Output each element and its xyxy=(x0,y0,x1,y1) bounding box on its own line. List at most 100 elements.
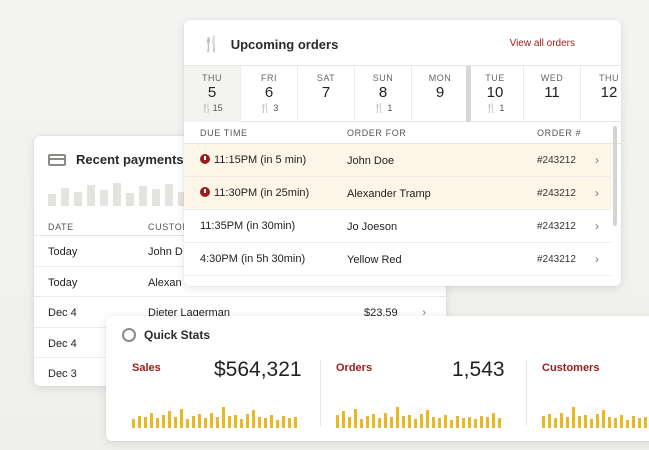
day-tue-10[interactable]: TUE 10 🍴 1 xyxy=(467,66,524,122)
orders-scrollbar[interactable] xyxy=(613,126,617,226)
stat-bar xyxy=(584,415,587,428)
day-date: 10 xyxy=(486,84,504,101)
order-row[interactable]: 4:30PM (in 5h 30min) Yellow Red #243212 … xyxy=(184,243,611,276)
stat-customers: Customers xyxy=(542,358,649,428)
sparkline-bar xyxy=(165,184,173,206)
column-customer: CUSTOM xyxy=(148,222,191,232)
stat-bar xyxy=(264,418,267,428)
order-row[interactable]: 11:15PM (in 5 min) John Doe #243212 › xyxy=(184,144,611,177)
stat-bar xyxy=(444,415,447,428)
stat-bar xyxy=(162,415,165,428)
stat-bar xyxy=(420,414,423,428)
day-thu-5[interactable]: THU 5 🍴15 xyxy=(184,66,241,122)
order-due-time: 11:15PM (in 5 min) xyxy=(200,154,306,166)
stat-bar xyxy=(150,413,153,428)
day-name: MON xyxy=(428,73,452,83)
day-thu-12[interactable]: THU 12 xyxy=(581,66,621,122)
fork-knife-icon: 🍴 xyxy=(201,103,213,113)
upcoming-orders-title: Upcoming orders xyxy=(230,36,339,52)
order-due-time: 11:35PM (in 30min) xyxy=(200,220,296,232)
week-separator xyxy=(466,66,471,122)
sparkline-bar xyxy=(87,185,95,206)
day-fri-6[interactable]: FRI 6 🍴 3 xyxy=(241,66,298,122)
view-all-orders-link[interactable]: View all orders xyxy=(509,38,575,49)
stat-divider xyxy=(320,360,321,426)
stat-bar xyxy=(294,417,297,428)
stat-bar xyxy=(174,417,177,428)
stat-bar xyxy=(348,417,351,428)
day-order-count: 🍴 3 xyxy=(259,103,279,113)
order-row[interactable]: 11:35PM (in 30min) Jo Joeson #243212 › xyxy=(184,210,611,243)
stat-bar xyxy=(572,407,575,428)
day-mon-9[interactable]: MON 9 xyxy=(412,66,469,122)
day-name: WED xyxy=(540,73,564,83)
stat-bar xyxy=(228,416,231,428)
stat-bar xyxy=(614,418,617,428)
payment-row[interactable]: Dec 3 xyxy=(34,358,446,386)
stat-bar xyxy=(192,416,195,428)
stat-bar xyxy=(498,418,501,428)
stat-bar xyxy=(276,420,279,428)
stat-bar xyxy=(378,418,381,428)
stat-bar xyxy=(462,418,465,428)
fork-knife-icon: 🍴 xyxy=(373,103,385,113)
order-number: #243212 xyxy=(537,155,576,166)
stat-bar xyxy=(408,415,411,428)
stat-bar xyxy=(342,411,345,428)
payment-date: Today xyxy=(48,246,78,258)
order-row[interactable]: 11:30PM (in 25min) Alexander Tramp #2432… xyxy=(184,177,611,210)
orders-column-headers: DUE TIME ORDER FOR ORDER # xyxy=(184,124,621,144)
chevron-right-icon: › xyxy=(422,307,426,319)
stat-bar xyxy=(198,414,201,428)
stat-divider xyxy=(526,360,527,426)
sparkline-bar xyxy=(152,189,160,206)
stat-bar xyxy=(602,410,605,428)
stat-label: Orders xyxy=(336,362,373,374)
day-date: 9 xyxy=(435,84,445,101)
order-customer: Yellow Red xyxy=(347,254,402,266)
day-date: 8 xyxy=(378,84,388,101)
alert-clock-icon xyxy=(200,187,210,197)
order-customer: John Doe xyxy=(347,155,395,167)
sparkline-bar xyxy=(74,192,82,206)
stat-bar xyxy=(620,415,623,428)
pulse-icon xyxy=(122,328,136,342)
stat-bar xyxy=(542,416,545,428)
stat-bar xyxy=(414,419,417,428)
quick-stats-title: Quick Stats xyxy=(144,328,211,342)
day-name: THU xyxy=(202,73,222,83)
stat-bar xyxy=(426,410,429,428)
stat-bar xyxy=(402,416,405,428)
recent-payments-header: Recent payments xyxy=(48,152,184,167)
stat-bar xyxy=(566,417,569,428)
day-sat-7[interactable]: SAT 7 xyxy=(298,66,355,122)
sparkline-bar xyxy=(48,194,56,206)
stat-bar xyxy=(168,411,171,428)
stat-bar xyxy=(474,419,477,428)
chevron-right-icon: › xyxy=(595,252,599,266)
credit-card-icon xyxy=(48,153,66,166)
day-order-count: 🍴 1 xyxy=(485,103,505,113)
order-customer: Alexander Tramp xyxy=(347,188,431,200)
stat-bar xyxy=(288,418,291,428)
day-date: 7 xyxy=(321,84,331,101)
stat-bar xyxy=(396,407,399,428)
recent-payments-title: Recent payments xyxy=(76,152,184,167)
day-sun-8[interactable]: SUN 8 🍴 1 xyxy=(355,66,412,122)
stat-bar xyxy=(204,418,207,428)
stat-sales: Sales $564,321 xyxy=(132,358,312,428)
day-wed-11[interactable]: WED 11 xyxy=(524,66,581,122)
stat-bar xyxy=(156,418,159,428)
stat-bar xyxy=(336,415,339,428)
stat-bar xyxy=(216,417,219,428)
stat-bar xyxy=(222,407,225,428)
stat-bar xyxy=(258,417,261,428)
day-order-count: 🍴 1 xyxy=(373,103,393,113)
stat-bar xyxy=(210,413,213,428)
stat-bar xyxy=(234,415,237,428)
stat-bar xyxy=(180,409,183,428)
stat-bar xyxy=(246,414,249,428)
payment-row[interactable]: Today Alexan xyxy=(34,267,446,297)
stat-bar xyxy=(486,417,489,428)
stat-bar xyxy=(366,416,369,428)
